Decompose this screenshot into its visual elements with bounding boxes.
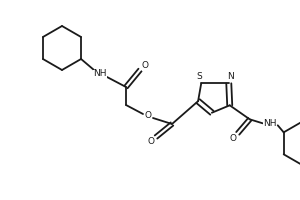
Text: O: O — [148, 136, 154, 146]
Text: O: O — [142, 62, 148, 71]
Text: S: S — [196, 72, 202, 81]
Text: O: O — [145, 112, 152, 120]
Text: N: N — [227, 72, 234, 81]
Text: NH: NH — [93, 70, 107, 78]
Text: O: O — [229, 134, 236, 143]
Text: NH: NH — [263, 119, 277, 128]
